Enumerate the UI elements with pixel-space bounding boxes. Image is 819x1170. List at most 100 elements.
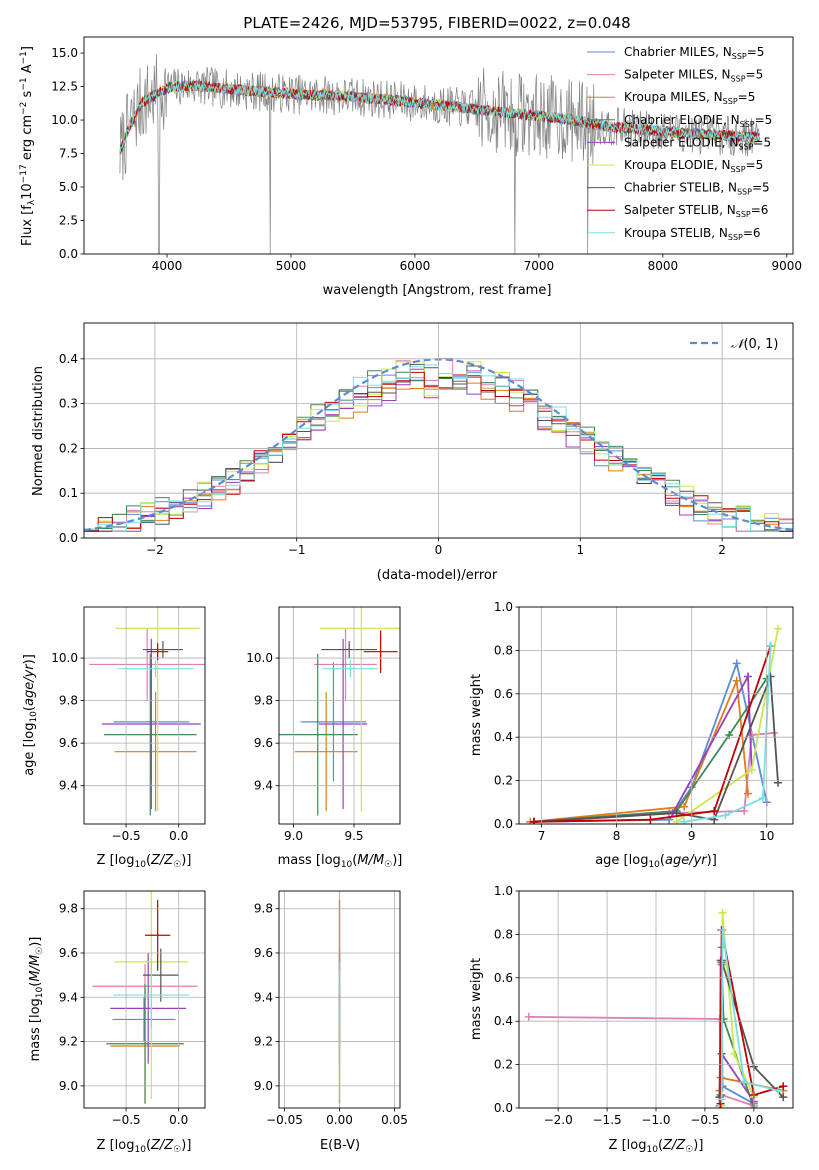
y-tick-label: 0.6 <box>494 687 513 701</box>
y-tick-label: 12.5 <box>51 80 78 94</box>
age-vs-z-y-label: age [log10(age/yr)] <box>22 654 39 776</box>
y-tick-label: 9.8 <box>254 902 273 916</box>
x-tick-label: −1.5 <box>593 1113 622 1127</box>
legend-entry: Salpeter MILES, NSSP=5 <box>624 68 763 84</box>
axes-frame <box>518 890 794 1109</box>
weight-marker <box>773 778 782 787</box>
weight-vs-z-y-label: mass weight <box>469 958 484 1040</box>
mass-vs-z-axes-plot-area <box>92 891 198 1104</box>
y-tick-label: 9.6 <box>254 736 273 750</box>
weight-marker <box>766 672 775 681</box>
x-tick-label: −2.0 <box>544 1113 573 1127</box>
y-tick-label: 9.2 <box>59 1035 78 1049</box>
axes-frame <box>83 606 206 825</box>
spectrum-axes: 4000 5000 6000 7000 8000 9000 0.0 2.5 5.0 7.5 10.0… <box>51 36 803 273</box>
y-tick-label: 9.8 <box>254 694 273 708</box>
x-tick-label: 0.05 <box>381 1113 408 1127</box>
weight-marker <box>721 811 730 820</box>
spectrum-axes-plot-area <box>119 54 760 254</box>
legend-entry: Chabrier STELIB, NSSP=5 <box>624 181 770 197</box>
y-tick-label: 0.2 <box>59 441 78 455</box>
weight-vs-z-x-label: Z [log10(Z/Z☉)] <box>609 1138 704 1155</box>
x-tick-label: −1 <box>288 543 306 557</box>
spectrum-data-line <box>119 54 760 254</box>
y-tick-label: 0.2 <box>494 1058 513 1072</box>
y-tick-label: 10.0 <box>246 651 273 665</box>
x-tick-label: 0.00 <box>326 1113 353 1127</box>
legend-entry: Kroupa MILES, NSSP=5 <box>624 90 755 106</box>
weight-marker <box>774 1086 783 1095</box>
x-tick-label: 8000 <box>648 259 679 273</box>
age-vs-mass-x-label: mass [log10(M/M☉)] <box>278 853 403 870</box>
y-tick-label: 0.4 <box>494 1014 513 1028</box>
axes-frame <box>83 322 794 539</box>
mass-vs-z-axes: −0.5 0.0 9.0 9.2 9.4 9.6 9.8 <box>59 890 206 1127</box>
y-tick-label: 0.8 <box>494 643 513 657</box>
spectrum-legend: Chabrier MILES, NSSP=5 Salpeter MILES, NS… <box>587 45 772 242</box>
y-tick-label: 9.6 <box>254 946 273 960</box>
axes-frame <box>278 890 401 1109</box>
x-tick-label: 7 <box>538 829 546 843</box>
weight-line-chabrier-elodie <box>533 678 768 823</box>
y-tick-label: 9.0 <box>59 1079 78 1093</box>
y-tick-label: 9.0 <box>254 1079 273 1093</box>
residual-y-label: Normed distribution <box>31 366 46 496</box>
age-vs-z-axes: −0.5 0.0 9.4 9.6 9.8 10.0 <box>51 606 206 843</box>
weight-marker <box>646 815 655 824</box>
weight-marker <box>732 659 741 668</box>
legend-entry: Kroupa STELIB, NSSP=6 <box>624 226 761 242</box>
age-vs-z-axes-plot-area <box>89 607 205 816</box>
weight-line-salpeter-stelib <box>719 929 784 1104</box>
y-tick-label: 0.0 <box>59 247 78 261</box>
weight-line-chabrier-miles <box>530 660 768 823</box>
x-tick-label: −1.0 <box>641 1113 670 1127</box>
x-tick-label: 0.0 <box>169 829 188 843</box>
weight-line-chabrier-stelib <box>533 676 779 823</box>
weight-marker <box>766 642 775 651</box>
y-tick-label: 9.6 <box>59 946 78 960</box>
y-tick-label: 0.0 <box>494 817 513 831</box>
legend-entry: Chabrier ELODIE, NSSP=5 <box>624 113 772 129</box>
weight-marker <box>730 1049 739 1058</box>
weight-marker <box>747 731 756 740</box>
y-tick-label: 5.0 <box>59 180 78 194</box>
mass-vs-z-x-label: Z [log10(Z/Z☉)] <box>97 1138 192 1155</box>
y-tick-label: 0.3 <box>59 397 78 411</box>
weight-marker <box>732 676 741 685</box>
mass-vs-ebv-x-label: E(B-V) <box>320 1138 360 1153</box>
x-tick-label: 0.0 <box>169 1113 188 1127</box>
axes-frame <box>518 606 794 825</box>
y-tick-label: 0.0 <box>59 531 78 545</box>
x-tick-label: 9000 <box>772 259 803 273</box>
y-tick-label: 0.1 <box>59 486 78 500</box>
weight-marker <box>747 765 756 774</box>
y-tick-label: 9.2 <box>254 1035 273 1049</box>
y-tick-label: 0.0 <box>494 1101 513 1115</box>
y-tick-label: 7.5 <box>59 147 78 161</box>
weight-vs-z-axes: −2.0 −1.5 −1.0 −0.5 0.0 0.0 0.2 0.4 0.6 0.8 1.0 <box>494 884 794 1127</box>
legend-entry: 𝒩(0, 1) <box>731 337 778 352</box>
weight-marker <box>725 731 734 740</box>
weight-vs-z-axes-plot-area <box>524 908 788 1108</box>
x-tick-label: −0.5 <box>112 1113 141 1127</box>
y-tick-label: 9.4 <box>59 990 78 1004</box>
weight-marker <box>718 926 727 935</box>
y-tick-label: 9.8 <box>59 902 78 916</box>
x-tick-label: 9.5 <box>344 829 363 843</box>
residual-x-label: (data-model)/error <box>377 568 498 583</box>
y-tick-label: 2.5 <box>59 214 78 228</box>
weight-line-kroupa-stelib <box>720 929 779 1100</box>
y-tick-label: 0.8 <box>494 927 513 941</box>
weight-marker <box>743 672 752 681</box>
weight-vs-age-axes: 7 8 9 10 0.0 0.2 0.4 0.6 0.8 1.0 <box>494 600 794 843</box>
weight-line-salpeter-stelib <box>533 645 772 823</box>
weight-marker <box>743 789 752 798</box>
weight-marker <box>718 908 727 917</box>
legend-entry: Kroupa ELODIE, NSSP=5 <box>624 158 763 174</box>
x-tick-label: 8 <box>613 829 621 843</box>
weight-marker <box>672 817 681 824</box>
x-tick-label: 0 <box>435 543 443 557</box>
y-tick-label: 9.4 <box>254 779 273 793</box>
x-tick-label: −0.5 <box>112 829 141 843</box>
x-tick-label: 0.0 <box>744 1113 763 1127</box>
